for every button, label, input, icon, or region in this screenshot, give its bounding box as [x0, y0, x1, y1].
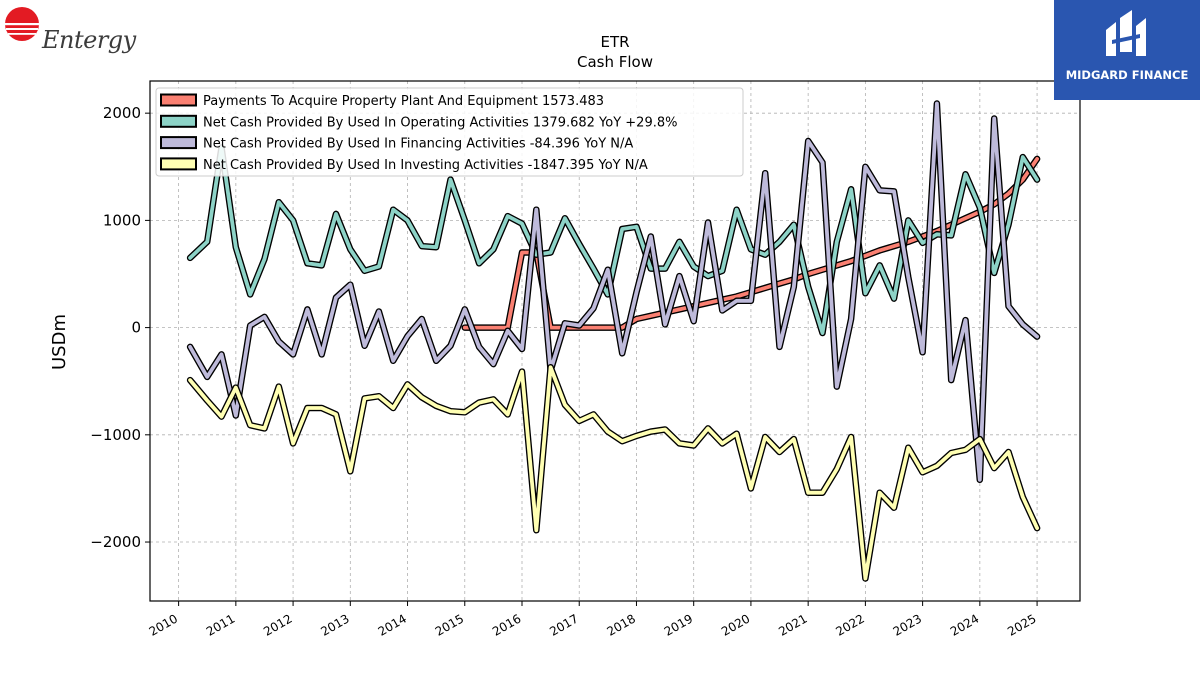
chart-title: ETR [600, 33, 629, 51]
legend-label-2: Net Cash Provided By Used In Financing A… [203, 137, 633, 152]
y-tick-label: 0 [131, 319, 141, 337]
entergy-logo: Entergy [4, 4, 136, 54]
x-tick-label: 2012 [261, 611, 294, 638]
legend-swatch-2 [160, 136, 197, 150]
series-line-2 [188, 101, 1039, 482]
legend-swatch-3 [160, 157, 197, 171]
x-tick-label: 2011 [204, 611, 237, 638]
x-tick-label: 2014 [376, 611, 409, 638]
y-tick-label: −2000 [90, 533, 141, 551]
plot-frame [149, 80, 1081, 602]
x-tick-label: 2019 [662, 611, 695, 638]
x-tick-label: 2015 [433, 611, 466, 638]
midgard-finance-logo-text: MIDGARD FINANCE [1065, 68, 1189, 82]
legend-label-1: Net Cash Provided By Used In Operating A… [203, 115, 677, 130]
legend-label-3: Net Cash Provided By Used In Investing A… [203, 158, 648, 173]
series-line-1 [188, 145, 1039, 335]
chart-legend: Payments To Acquire Property Plant And E… [155, 87, 744, 177]
x-tick-label: 2021 [776, 611, 809, 638]
entergy-logo-text: Entergy [42, 26, 136, 54]
series-line-3 [188, 365, 1039, 581]
y-tick-label: −1000 [90, 426, 141, 444]
x-tick-label: 2022 [833, 611, 866, 638]
legend-box [155, 87, 744, 177]
y-tick-label: 1000 [103, 211, 141, 229]
x-tick-label: 2013 [318, 611, 351, 638]
legend-label-0: Payments To Acquire Property Plant And E… [203, 94, 604, 109]
x-tick-label: 2025 [1005, 611, 1038, 638]
x-tick-label: 2018 [605, 611, 638, 638]
series-outline-3 [186, 364, 1041, 582]
chart-subtitle: Cash Flow [577, 53, 653, 71]
y-tick-label: 2000 [103, 104, 141, 122]
midgard-finance-logo: MIDGARD FINANCE [1054, 0, 1200, 100]
axis-ticks: −2000 −1000 0 1000 2000 2010 2011 2012 2013 2014 2… [90, 104, 1038, 639]
x-tick-label: 2017 [547, 611, 580, 638]
x-tick-label: 2020 [719, 611, 752, 638]
y-axis-label: USDm [49, 314, 70, 370]
series-lines [186, 100, 1041, 582]
midgard-emblem-icon [1106, 10, 1146, 56]
x-tick-label: 2016 [490, 611, 523, 638]
x-tick-label: 2023 [891, 611, 924, 638]
legend-swatch-0 [160, 93, 197, 107]
x-tick-label: 2010 [147, 611, 180, 638]
entergy-logo-icon [5, 7, 39, 41]
x-tick-label: 2024 [948, 611, 981, 638]
legend-swatch-1 [160, 114, 197, 128]
